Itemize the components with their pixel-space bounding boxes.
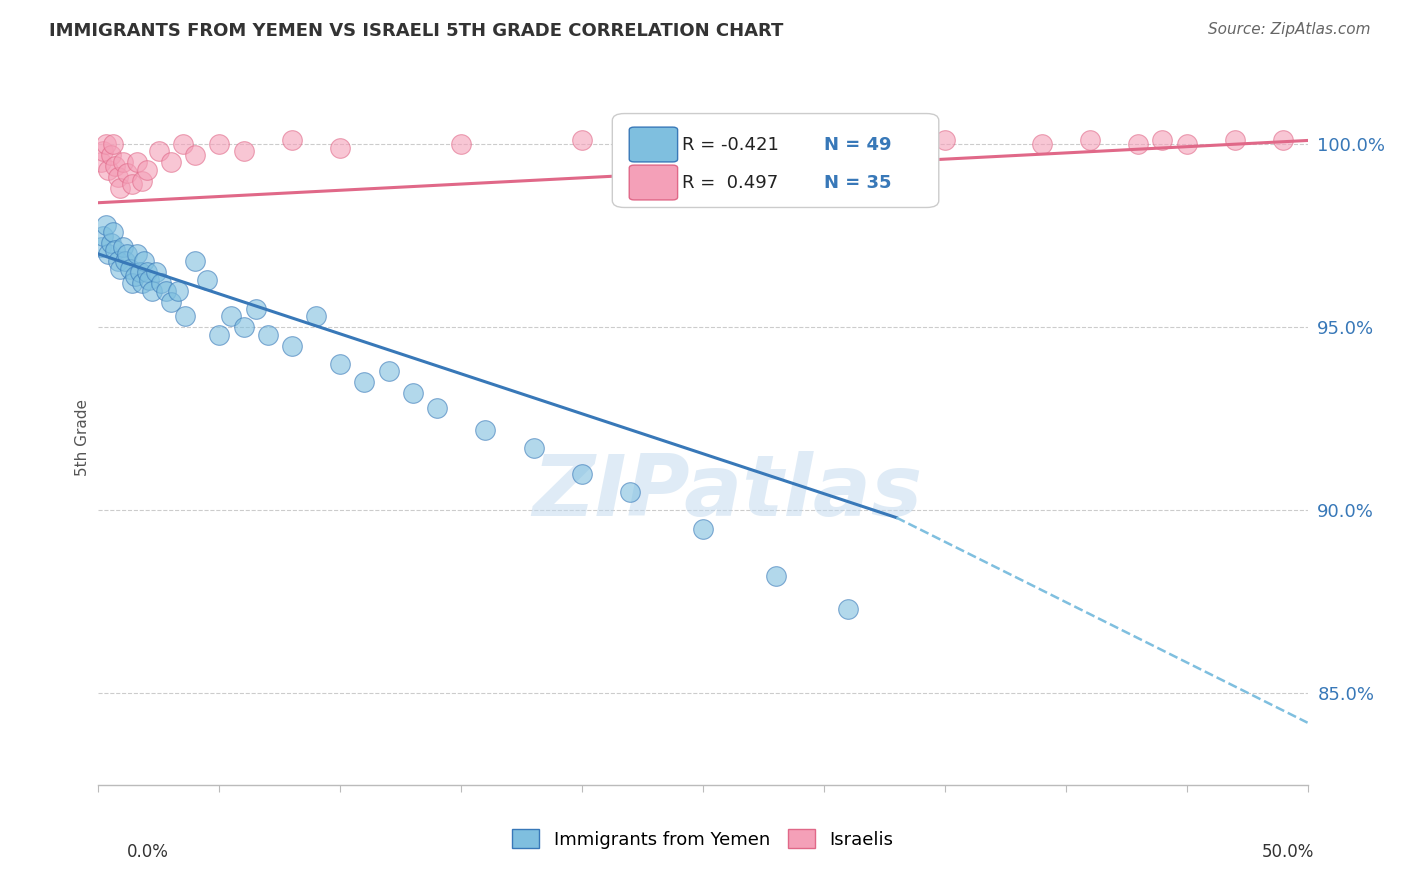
Point <box>127 247 149 261</box>
Point <box>104 159 127 173</box>
Point <box>281 133 304 147</box>
Point <box>117 247 139 261</box>
Point <box>90 155 112 169</box>
Point <box>184 148 207 162</box>
Point <box>523 441 546 455</box>
Point <box>160 294 183 309</box>
Point <box>571 467 593 481</box>
Point <box>167 284 190 298</box>
Point <box>353 375 375 389</box>
Point <box>90 240 112 254</box>
Point <box>124 268 146 283</box>
Point <box>305 310 328 324</box>
Point <box>107 254 129 268</box>
Text: R =  0.497: R = 0.497 <box>682 174 779 192</box>
Point <box>108 261 131 276</box>
Point <box>94 137 117 152</box>
Point <box>329 357 352 371</box>
Text: Source: ZipAtlas.com: Source: ZipAtlas.com <box>1208 22 1371 37</box>
Point <box>100 148 122 162</box>
Text: IMMIGRANTS FROM YEMEN VS ISRAELI 5TH GRADE CORRELATION CHART: IMMIGRANTS FROM YEMEN VS ISRAELI 5TH GRA… <box>49 22 783 40</box>
Point <box>208 137 231 152</box>
Point <box>174 310 197 324</box>
Point <box>377 364 399 378</box>
Point <box>208 327 231 342</box>
Point <box>91 228 114 243</box>
Point <box>1272 133 1295 147</box>
Text: N = 35: N = 35 <box>824 174 891 192</box>
Point <box>121 178 143 192</box>
Text: ZIPatlas: ZIPatlas <box>531 451 922 534</box>
Point <box>1175 137 1198 152</box>
Point <box>128 265 150 279</box>
Y-axis label: 5th Grade: 5th Grade <box>75 399 90 475</box>
Point <box>195 272 218 286</box>
Point <box>160 155 183 169</box>
Point <box>402 386 425 401</box>
Point <box>329 141 352 155</box>
Point <box>135 265 157 279</box>
Point <box>450 137 472 152</box>
FancyBboxPatch shape <box>630 165 678 200</box>
Point <box>108 181 131 195</box>
Point <box>232 145 254 159</box>
Point <box>1152 133 1174 147</box>
Point <box>145 265 167 279</box>
Point <box>692 522 714 536</box>
Point <box>114 254 136 268</box>
Point <box>131 277 153 291</box>
Point <box>135 162 157 177</box>
Point <box>141 284 163 298</box>
Point <box>127 155 149 169</box>
Point <box>104 244 127 258</box>
Point <box>118 261 141 276</box>
Point <box>1223 133 1246 147</box>
Point <box>131 174 153 188</box>
Point <box>474 423 496 437</box>
Point <box>837 602 859 616</box>
Point <box>107 170 129 185</box>
Point <box>97 162 120 177</box>
Text: N = 49: N = 49 <box>824 136 891 153</box>
FancyBboxPatch shape <box>630 128 678 162</box>
Point <box>111 155 134 169</box>
Point <box>1031 137 1053 152</box>
Point <box>934 133 956 147</box>
Point <box>172 137 194 152</box>
Point <box>97 247 120 261</box>
Point <box>232 320 254 334</box>
Text: R = -0.421: R = -0.421 <box>682 136 779 153</box>
Point <box>1128 137 1150 152</box>
Point <box>245 301 267 316</box>
Point <box>426 401 449 415</box>
Point <box>94 218 117 232</box>
Point <box>117 166 139 180</box>
Legend: Immigrants from Yemen, Israelis: Immigrants from Yemen, Israelis <box>505 822 901 856</box>
Point <box>184 254 207 268</box>
Point <box>155 284 177 298</box>
Point <box>281 338 304 352</box>
Point <box>100 235 122 250</box>
Point <box>619 485 641 500</box>
Point <box>101 225 124 239</box>
Point <box>138 272 160 286</box>
Point <box>256 327 278 342</box>
Point <box>150 277 173 291</box>
Point <box>692 133 714 147</box>
Point <box>765 569 787 583</box>
Point <box>571 133 593 147</box>
Point <box>221 310 243 324</box>
Point <box>101 137 124 152</box>
Text: 0.0%: 0.0% <box>127 843 169 861</box>
Text: 50.0%: 50.0% <box>1263 843 1315 861</box>
Point <box>1078 133 1101 147</box>
Point <box>148 145 170 159</box>
Point <box>813 137 835 152</box>
Point <box>111 240 134 254</box>
FancyBboxPatch shape <box>613 113 939 208</box>
Point <box>134 254 156 268</box>
Point <box>121 277 143 291</box>
Point <box>91 145 114 159</box>
